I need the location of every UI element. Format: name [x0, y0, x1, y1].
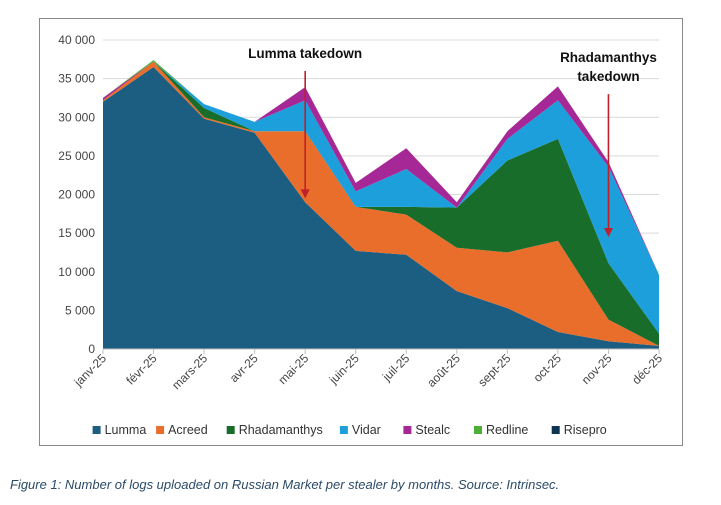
x-tick-label: août-25	[424, 351, 463, 390]
y-tick-label: 20 000	[58, 188, 95, 202]
legend-swatch-vidar	[339, 426, 348, 434]
annotation-text-2: takedown	[577, 69, 639, 84]
legend-swatch-rhadamanthys	[226, 426, 235, 434]
legend-label-risepro: Risepro	[564, 423, 607, 437]
area-stealc	[103, 61, 659, 275]
legend-label-redline: Redline	[486, 423, 528, 437]
area-rhadamanthys	[103, 61, 659, 346]
legend-label-acreed: Acreed	[168, 423, 208, 437]
legend-label-lumma: Lumma	[105, 423, 147, 437]
legend-swatch-acreed	[156, 426, 165, 434]
y-tick-label: 35 000	[58, 72, 95, 86]
area-lumma	[103, 67, 659, 349]
y-tick-label: 40 000	[58, 33, 95, 47]
x-tick-label: févr-25	[123, 351, 160, 388]
area-acreed	[103, 61, 659, 346]
stacked-area-chart: 40 000 35 000 30 000 25 000 20 000 15 000 10 0…	[58, 33, 665, 437]
x-tick-label: sept-25	[475, 351, 513, 389]
y-tick-label: 30 000	[58, 110, 95, 124]
annotation-text-1: Lumma takedown	[248, 46, 362, 61]
x-tick-label: mars-25	[169, 351, 210, 392]
x-tick-label: déc-25	[629, 351, 665, 387]
legend-swatch-stealc	[403, 426, 412, 434]
x-tick-label: janv-25	[71, 351, 110, 390]
annotation-arrowhead-2	[603, 227, 613, 237]
y-tick-label: 10 000	[58, 265, 95, 279]
x-tick-label: juin-25	[326, 351, 362, 387]
legend-swatch-lumma	[92, 426, 101, 434]
annotation-text-2: Rhadamanthys	[560, 50, 657, 65]
annotation-arrowhead-1	[300, 189, 310, 199]
x-tick-label: nov-25	[579, 351, 615, 387]
y-tick-label: 0	[88, 342, 95, 356]
x-tick-label: avr-25	[227, 351, 261, 385]
legend-label-rhadamanthys: Rhadamanthys	[239, 423, 323, 437]
legend-swatch-risepro	[551, 426, 560, 434]
y-tick-label: 15 000	[58, 226, 95, 240]
legend-label-stealc: Stealc	[415, 423, 450, 437]
x-tick-label: mai-25	[275, 351, 311, 387]
figure-caption: Figure 1: Number of logs uploaded on Rus…	[10, 477, 560, 492]
y-tick-label: 25 000	[58, 149, 95, 163]
area-vidar	[103, 61, 659, 334]
x-tick-label: juil-25	[379, 351, 412, 384]
y-tick-label: 5 000	[65, 303, 95, 317]
legend-label-vidar: Vidar	[352, 423, 381, 437]
legend-swatch-redline	[474, 426, 482, 434]
chart-frame: 40 000 35 000 30 000 25 000 20 000 15 000 10 0…	[39, 18, 683, 446]
x-tick-label: oct-25	[531, 351, 565, 385]
